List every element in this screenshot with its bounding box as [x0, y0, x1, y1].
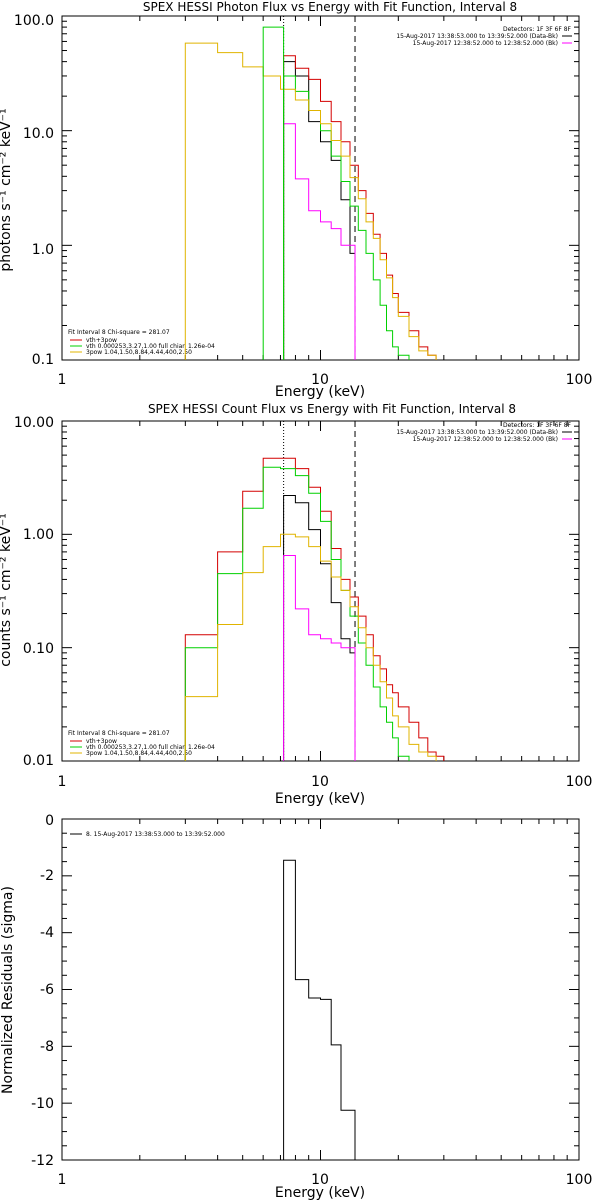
panel3-ytick--10: -10: [31, 1096, 54, 1112]
panel2-bk-interval: 15-Aug-2017 12:38:52.000 to 12:38:52.000…: [413, 436, 558, 443]
panel2-series-4-line: [184, 533, 437, 761]
panel2-xtick-10: 10: [311, 774, 329, 790]
panel2-legend-vth: vth 0.000253,3.27,1.00 full chian 1.26e-…: [86, 744, 215, 751]
panel1-legend-3pow: 3pow 1.04,1.50,8.84,4.44,400,2.50: [86, 349, 192, 356]
panel1-fit-info: Fit Interval 8 Chi-square = 281.07: [68, 329, 170, 336]
panel1-detectors: Detectors: 1F 3F 6F 8F: [503, 26, 572, 33]
panel2-frame: [61, 420, 580, 762]
panel3-ytick--6: -6: [40, 982, 54, 998]
panel2-xlabel: Energy (keV): [275, 791, 365, 807]
panel1-series-3-line: [283, 75, 410, 360]
panel1-series-5-line: [262, 26, 285, 360]
panel3-ytick--2: -2: [40, 868, 54, 884]
panel1-legend-vth: vth 0.000253,3.27,1.00 full chian 1.26e-…: [86, 343, 215, 350]
panel1-ytick-10: 10.0: [23, 126, 54, 142]
panel3-legend: 8. 15-Aug-2017 13:38:53.000 to 13:39:52.…: [86, 831, 225, 838]
panel2-fit-info: Fit Interval 8 Chi-square = 281.07: [68, 730, 170, 737]
panel2-series-2-line: [184, 457, 445, 761]
panel2-title: SPEX HESSI Count Flux vs Energy with Fit…: [148, 402, 516, 416]
panel3-xtick-10: 10: [311, 1172, 329, 1188]
panel1-xtick-1: 1: [58, 372, 67, 388]
panel2-ylabel: counts s⁻¹ cm⁻² keV⁻¹: [0, 513, 14, 667]
panel3-ytick--8: -8: [40, 1039, 54, 1055]
panel1-bk-interval: 15-Aug-2017 12:38:52.000 to 12:38:52.000…: [413, 40, 558, 47]
residuals-panel: Energy (keV) Normalized Residuals (sigma…: [0, 813, 592, 1200]
panel1-legend-vth-3pow: vth+3pow: [86, 337, 117, 344]
photon-flux-panel: SPEX HESSI Photon Flux vs Energy with Fi…: [0, 0, 592, 400]
panel2-series-3-line: [184, 466, 410, 761]
panel1-ytick-1: 1.0: [32, 242, 54, 258]
panel1-frame: [61, 15, 580, 361]
panel1-ytick-100: 100.0: [14, 13, 54, 29]
panel1-series-2-line: [283, 55, 437, 360]
panel2-series-1-line: [283, 555, 356, 761]
panel2-ytick-1: 1.00: [23, 527, 54, 543]
panel1-ytick-0.1: 0.1: [32, 352, 54, 368]
panel2-xtick-100: 100: [566, 774, 593, 790]
panel2-ytick-10: 10.00: [14, 415, 54, 431]
panel2-ytick-0.1: 0.10: [23, 641, 54, 657]
panel1-xtick-10: 10: [311, 372, 329, 388]
panel2-data-interval: 15-Aug-2017 13:38:53.000 to 13:39:52.000…: [396, 429, 558, 436]
panel1-xlabel: Energy (keV): [275, 384, 365, 400]
panel2-ytick-0.01: 0.01: [23, 753, 54, 769]
panel3-ytick--4: -4: [40, 925, 54, 941]
panel3-ytick--12: -12: [31, 1153, 54, 1169]
panel1-ylabel: photons s⁻¹ cm⁻² keV⁻¹: [0, 108, 14, 271]
panel1-series-1-line: [283, 123, 356, 360]
panel1-xtick-100: 100: [566, 372, 593, 388]
panel1-series-4-line: [184, 42, 437, 360]
count-flux-panel: SPEX HESSI Count Flux vs Energy with Fit…: [0, 402, 592, 807]
panel3-xtick-1: 1: [58, 1172, 67, 1188]
panel3-ytick-0: 0: [45, 813, 54, 829]
panel3-xtick-100: 100: [566, 1172, 593, 1188]
panel2-detectors: Detectors: 1F 3F 6F 8F: [503, 422, 572, 429]
panel2-series-0-line: [283, 495, 356, 761]
panel1-data-interval: 15-Aug-2017 13:38:53.000 to 13:39:52.000…: [396, 33, 558, 40]
panel2-legend-3pow: 3pow 1.04,1.50,8.84,4.44,400,2.50: [86, 750, 192, 757]
panel3-ylabel: Normalized Residuals (sigma): [0, 886, 16, 1094]
panel2-legend-vth-3pow: vth+3pow: [86, 738, 117, 745]
panel1-title: SPEX HESSI Photon Flux vs Energy with Fi…: [143, 0, 517, 14]
panel2-xtick-1: 1: [58, 774, 67, 790]
panel3-frame: [61, 818, 580, 1161]
panel3-xlabel: Energy (keV): [275, 1185, 365, 1200]
panel3-series-0-line: [283, 859, 356, 1160]
